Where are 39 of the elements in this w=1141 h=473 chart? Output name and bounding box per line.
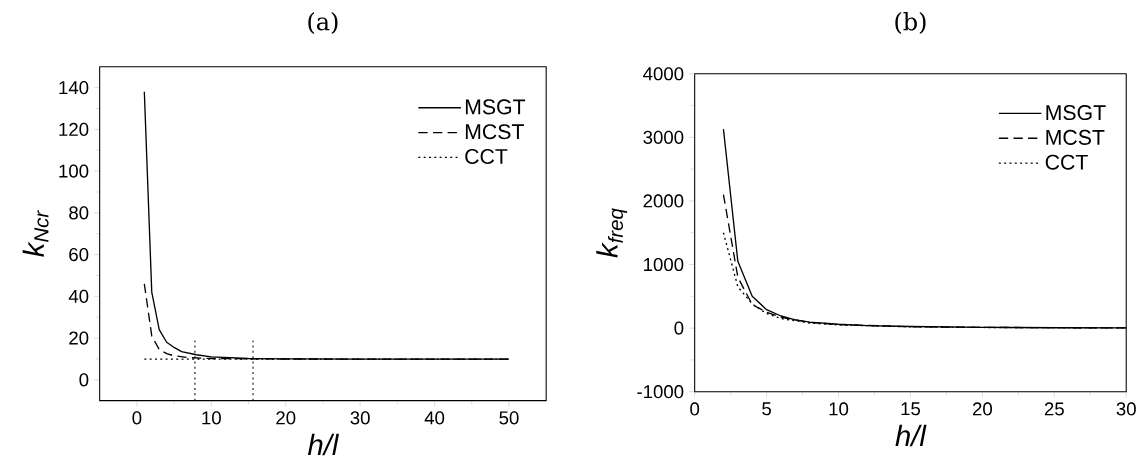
y-tick-label: 60 — [69, 247, 89, 261]
legend-label: MCST — [465, 123, 524, 139]
x-tick-label: 0 — [690, 402, 700, 416]
y-tick-label: 4000 — [643, 66, 684, 81]
chart-title: (b) — [895, 11, 926, 34]
y-axis-title: k$_{Ncr}$ — [22, 209, 49, 257]
y-tick-label: -1000 — [637, 384, 684, 399]
x-tick-label: 25 — [1044, 402, 1064, 416]
y-tick-label: 1000 — [644, 257, 684, 271]
y-tick-label: 3000 — [643, 130, 684, 144]
y-tick-label: 140 — [59, 80, 89, 95]
x-tick-label: 10 — [829, 402, 849, 416]
y-tick-label: 20 — [69, 331, 89, 345]
x-axis-title: h/l — [307, 433, 340, 456]
x-tick-label: 0 — [132, 411, 142, 425]
x-tick-label: 30 — [1116, 402, 1136, 416]
y-tick-label: 100 — [59, 164, 89, 178]
x-tick-label: 15 — [901, 402, 921, 416]
x-tick-label: 20 — [972, 402, 992, 416]
legend-label: CCT — [1045, 154, 1088, 170]
y-tick-label: 2000 — [643, 194, 684, 208]
y-tick-label: 120 — [59, 122, 89, 136]
x-tick-label: 5 — [762, 402, 771, 416]
x-tick-label: 30 — [350, 411, 370, 425]
y-tick-label: 0 — [674, 321, 684, 335]
legend-label: MSGT — [465, 99, 526, 115]
y-tick-label: 40 — [68, 289, 89, 303]
x-tick-label: 20 — [276, 411, 296, 425]
y-tick-label: 80 — [69, 206, 89, 220]
x-tick-label: 40 — [424, 411, 445, 425]
legend-label: CCT — [465, 148, 508, 164]
x-axis-title: h/l — [895, 424, 927, 447]
chart-title: (a) — [308, 11, 338, 34]
x-tick-label: 50 — [499, 411, 519, 425]
legend-label: MSGT — [1046, 104, 1106, 120]
y-axis-title: k$_{freq}$ — [596, 208, 628, 258]
legend-label: MCST — [1046, 129, 1105, 145]
y-tick-label: 0 — [79, 372, 89, 387]
x-tick-label: 10 — [202, 411, 221, 425]
